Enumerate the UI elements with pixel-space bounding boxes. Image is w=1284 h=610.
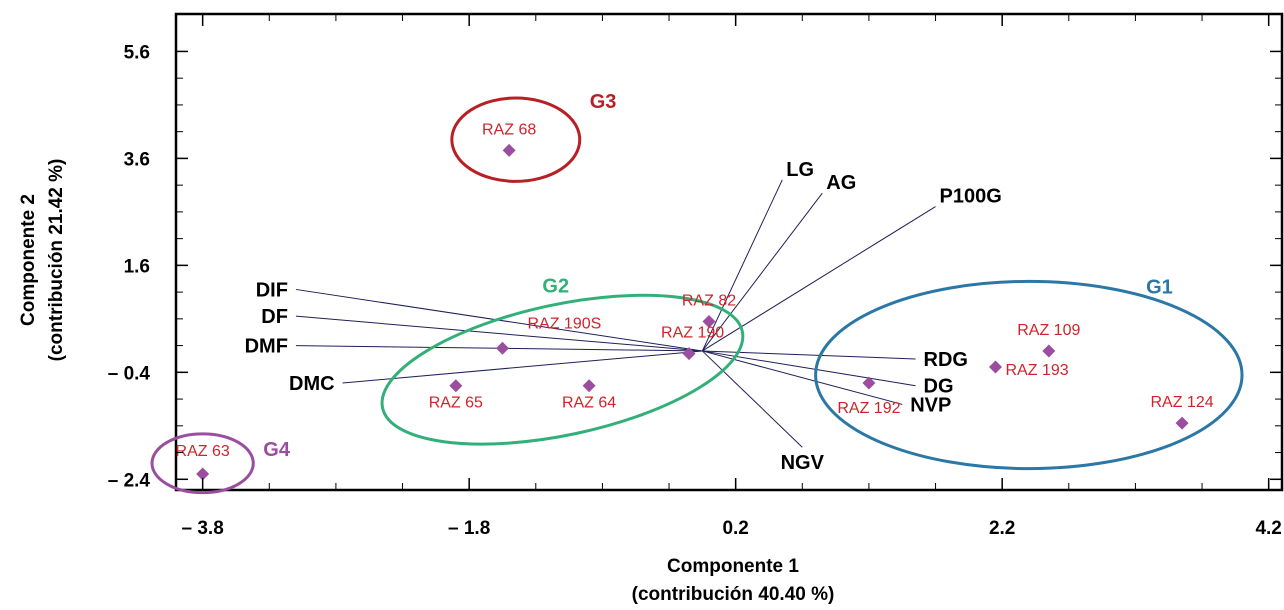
point-label: RAZ 192 [837,400,900,417]
group-ellipse [150,432,255,495]
vector-line [702,206,936,352]
y-axis-title: Componente 2 [18,194,39,326]
point-label: RAZ 124 [1150,394,1213,411]
vector-line [295,315,703,352]
x-tick-label: 0.2 [722,518,748,539]
vector-line [702,350,916,387]
point-label: RAZ 64 [562,395,616,412]
vector-line [342,350,703,384]
axis-titles: Componente 1 (contribución 40.40 %) Comp… [18,159,834,605]
vector-label: DMF [245,336,288,358]
vector-line [702,350,903,405]
vector-label: DF [261,306,288,328]
point-label: RAZ 190 [661,325,724,342]
point-label: RAZ 63 [176,443,230,460]
x-tick-label: 2.2 [989,518,1015,539]
y-tick-label: – 0.4 [108,363,151,384]
data-point [862,376,876,390]
data-point [582,379,596,393]
x-axis-subtitle: (contribución 40.40 %) [632,584,835,605]
point-label: RAZ 65 [429,395,483,412]
vector-label: P100G [940,186,1002,208]
group-label: G2 [542,275,569,297]
point-label: RAZ 82 [682,293,736,310]
group-label: G4 [263,439,291,461]
x-axis-title: Componente 1 [667,556,799,577]
group-ellipse [814,279,1244,471]
data-points: RAZ 68 RAZ 82 RAZ 190S RAZ 190 RAZ 65 RAZ 64 R… [176,121,1214,481]
vector-label: NVP [910,394,951,416]
group-label: G3 [590,91,617,113]
group-ellipses: G1 G2 G3 G4 [150,91,1244,495]
y-axis-subtitle: (contribución 21.42 %) [46,159,67,362]
x-tick-label: – 1.8 [448,518,490,539]
x-tick-label: 4.2 [1255,518,1281,539]
point-label: RAZ 193 [1006,362,1069,379]
vector-line [701,192,823,352]
data-point [449,379,463,393]
point-label: RAZ 190S [527,315,601,332]
data-point [1175,416,1189,430]
y-tick-label: 3.6 [124,149,150,170]
y-tick-label: 1.6 [124,256,150,277]
plot-border [174,12,1284,492]
vector-label: LG [786,159,814,181]
vector-label: RDG [924,349,968,371]
y-tick-label: – 2.4 [108,470,151,491]
data-point [682,347,696,361]
data-point [702,315,716,329]
vector-line [702,350,803,448]
data-point [502,143,516,157]
point-label: RAZ 68 [482,121,536,138]
vector-label: DMC [289,373,335,395]
data-point [196,467,210,481]
group-label: G1 [1146,276,1173,298]
vector-label: NGV [781,452,825,474]
y-tick-label: 5.6 [124,42,150,63]
vector-label: DIF [256,279,288,301]
group-ellipse [450,96,582,183]
data-point [989,360,1003,374]
vector-line [701,179,783,352]
vector-label: AG [826,172,856,194]
x-tick-label: – 3.8 [182,518,224,539]
vector-label: DG [924,376,954,398]
plot-area [174,12,1284,492]
axis-ticks: – 3.8 – 1.8 0.2 2.2 4.2 – 2.4 – 0.4 1.6 3.6 5.6 [108,14,1282,539]
data-point [495,341,509,355]
point-label: RAZ 109 [1017,322,1080,339]
data-point [1042,344,1056,358]
group-ellipse [380,293,745,446]
